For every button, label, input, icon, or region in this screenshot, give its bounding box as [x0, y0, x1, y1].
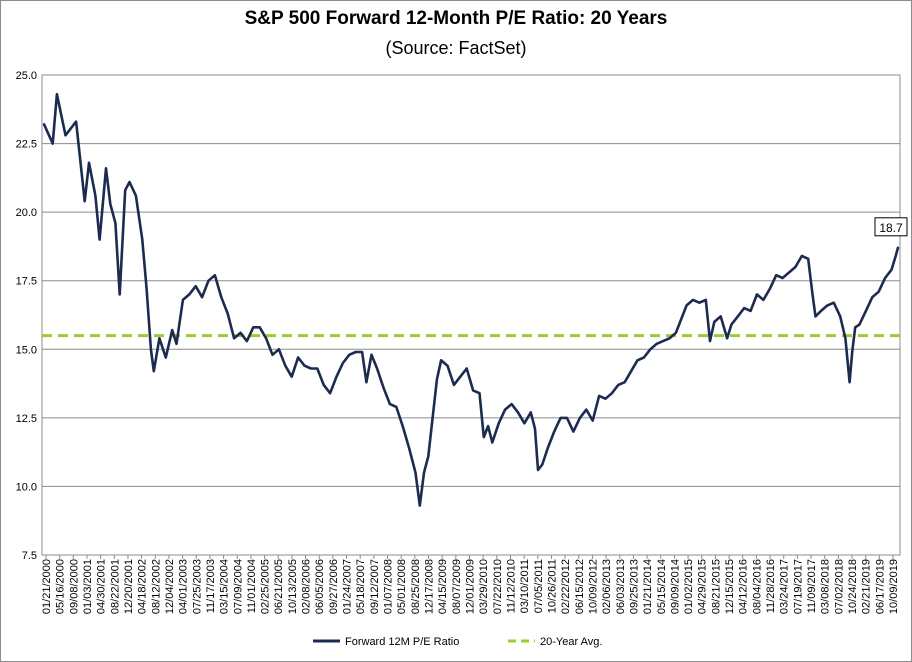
x-tick-label: 04/01/2003: [178, 559, 190, 614]
x-tick-label: 01/24/2007: [342, 559, 354, 614]
chart-title: S&P 500 Forward 12-Month P/E Ratio: 20 Y…: [244, 8, 668, 29]
x-tick-label: 10/13/2005: [287, 559, 299, 614]
x-tick-label: 10/09/2019: [888, 559, 900, 614]
x-tick-label: 02/08/2006: [301, 559, 313, 614]
x-tick-label: 09/27/2006: [328, 559, 340, 614]
x-tick-label: 01/03/2001: [82, 559, 94, 614]
x-tick-label: 05/16/2000: [55, 559, 67, 614]
x-tick-label: 05/15/2014: [656, 559, 668, 614]
x-tick-label: 01/02/2015: [683, 559, 695, 614]
y-tick-label: 22.5: [16, 139, 37, 151]
y-tick-label: 20.0: [16, 207, 37, 219]
x-tick-label: 03/10/2011: [519, 559, 531, 613]
legend-label-average: 20-Year Avg.: [540, 636, 602, 648]
y-tick-label: 17.5: [16, 276, 37, 288]
x-tick-label: 07/05/2011: [533, 559, 545, 613]
x-tick-label: 11/28/2016: [765, 559, 777, 613]
y-tick-label: 25.0: [16, 70, 37, 82]
y-tick-label: 15.0: [16, 344, 37, 356]
x-tick-label: 07/22/2010: [492, 559, 504, 614]
x-tick-label: 11/09/2017: [806, 559, 818, 613]
x-tick-label: 01/21/2000: [41, 559, 53, 614]
last-value-box: [874, 217, 908, 237]
x-tick-label: 03/15/2004: [219, 559, 231, 614]
x-tick-label: 06/21/2005: [273, 559, 285, 614]
x-tick-label: 12/15/2015: [724, 559, 736, 614]
x-tick-label: 09/08/2000: [68, 559, 80, 614]
x-tick-label: 04/18/2002: [137, 559, 149, 614]
x-tick-label: 10/24/2018: [847, 559, 859, 614]
x-tick-label: 09/09/2014: [669, 559, 681, 614]
x-tick-label: 11/01/2004: [246, 559, 258, 613]
x-tick-label: 07/02/2018: [833, 559, 845, 614]
x-tick-label: 11/17/2003: [205, 559, 217, 613]
x-tick-label: 08/04/2016: [751, 559, 763, 614]
x-tick-label: 05/18/2007: [355, 559, 367, 614]
legend-label-pe: Forward 12M P/E Ratio: [345, 636, 459, 648]
x-tick-label: 06/03/2013: [615, 559, 627, 614]
x-tick-label: 06/15/2012: [574, 559, 586, 614]
x-tick-label: 05/01/2008: [396, 559, 408, 614]
y-tick-label: 10.0: [16, 481, 37, 493]
x-tick-label: 07/25/2003: [191, 559, 203, 614]
x-tick-label: 12/20/2001: [123, 559, 135, 614]
x-tick-label: 06/05/2006: [314, 559, 326, 614]
x-tick-label: 11/12/2010: [505, 559, 517, 613]
x-tick-label: 08/21/2015: [710, 559, 722, 614]
x-tick-label: 08/12/2002: [150, 559, 162, 614]
x-tick-label: 02/21/2019: [861, 559, 873, 614]
x-tick-label: 08/22/2001: [109, 559, 121, 614]
x-tick-label: 03/24/2017: [779, 559, 791, 614]
x-tick-label: 08/07/2009: [451, 559, 463, 614]
x-tick-label: 04/12/2016: [738, 559, 750, 614]
x-tick-label: 10/09/2012: [587, 559, 599, 614]
x-tick-label: 02/06/2013: [601, 559, 613, 614]
x-tick-label: 12/17/2008: [424, 559, 436, 614]
x-tick-label: 09/12/2007: [369, 559, 381, 614]
x-tick-label: 04/30/2001: [96, 559, 108, 614]
x-tick-label: 12/04/2002: [164, 559, 176, 614]
x-tick-label: 01/07/2008: [383, 559, 395, 614]
x-tick-label: 03/08/2018: [820, 559, 832, 614]
x-tick-label: 01/21/2014: [642, 559, 654, 614]
x-tick-label: 07/09/2004: [232, 559, 244, 614]
pe-ratio-line: [42, 92, 900, 507]
plot-area: [41, 74, 901, 556]
x-tick-label: 02/22/2012: [560, 559, 572, 614]
x-tick-label: 03/29/2010: [478, 559, 490, 614]
x-tick-label: 04/15/2009: [437, 559, 449, 614]
x-tick-label: 08/25/2008: [410, 559, 422, 614]
x-tick-label: 04/29/2015: [697, 559, 709, 614]
y-tick-label: 12.5: [16, 413, 37, 425]
x-tick-label: 06/17/2019: [874, 559, 886, 614]
y-tick-label: 7.5: [22, 550, 37, 562]
chart-subtitle: (Source: FactSet): [385, 38, 527, 58]
x-tick-label: 12/01/2009: [465, 559, 477, 614]
x-tick-label: 02/25/2005: [260, 559, 272, 614]
last-value-label: 18.7: [879, 221, 903, 235]
x-tick-label: 09/25/2013: [628, 559, 640, 614]
x-tick-label: 10/26/2011: [546, 559, 558, 613]
x-tick-label: 07/19/2017: [792, 559, 804, 614]
